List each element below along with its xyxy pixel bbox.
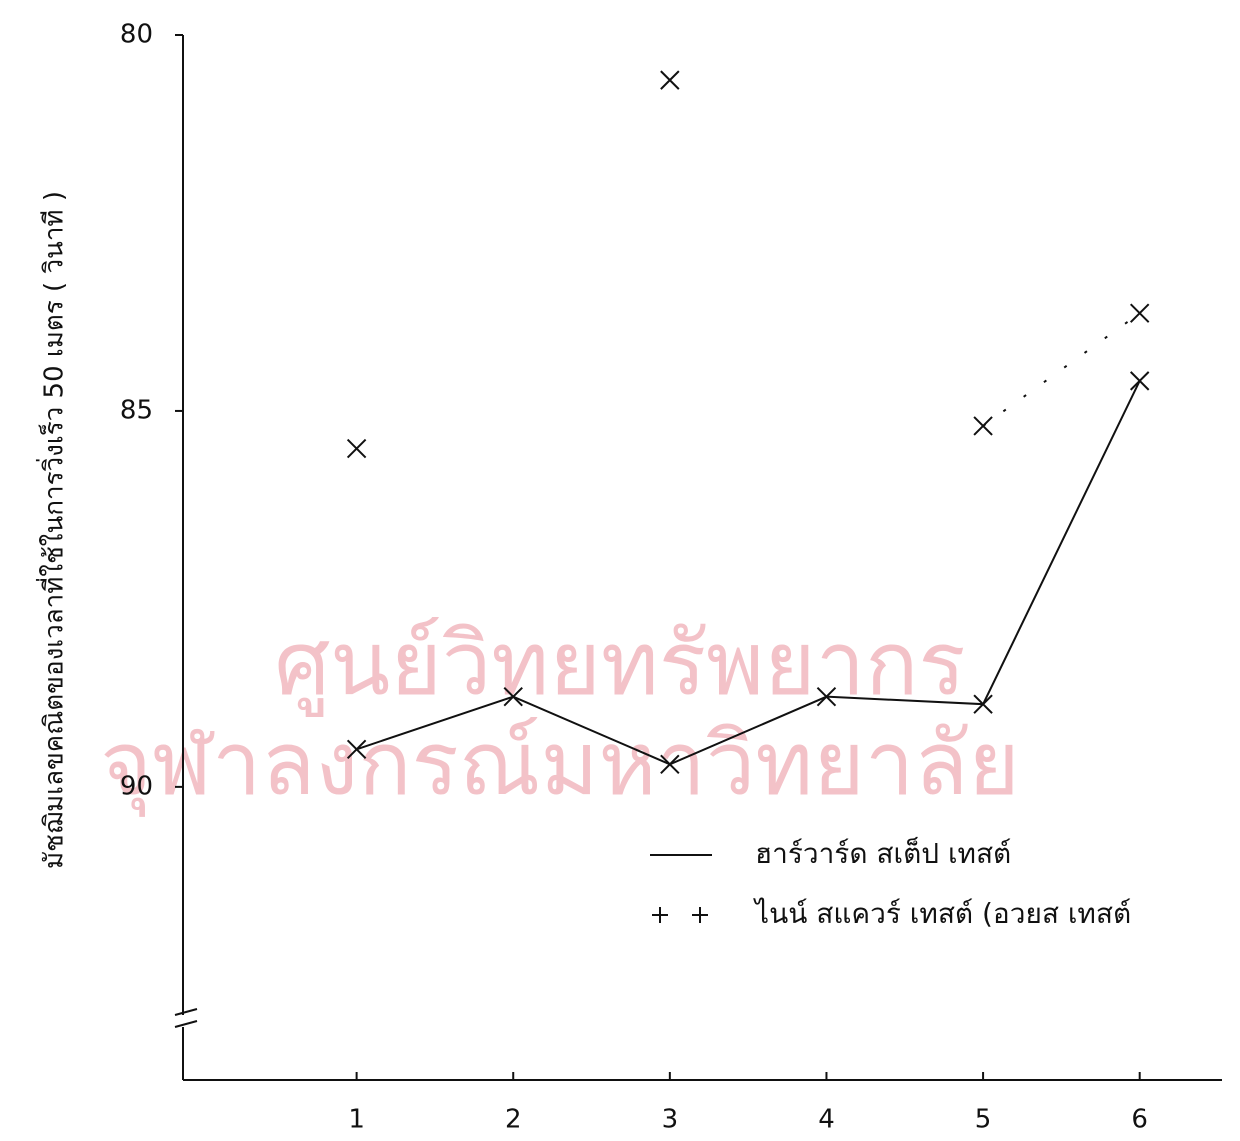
chart: ศูนย์วิทยทรัพยากร จุฬาลงกรณ์มหาวิทยาลัย … bbox=[0, 0, 1240, 1141]
watermark-text: จุฬาลงกรณ์มหาวิทยาลัย bbox=[100, 712, 1020, 817]
watermark-text: ศูนย์วิทยทรัพยากร bbox=[274, 612, 965, 717]
point-marker bbox=[661, 71, 679, 89]
watermark: ศูนย์วิทยทรัพยากร จุฬาลงกรณ์มหาวิทยาลัย bbox=[100, 612, 1020, 817]
axis-break bbox=[175, 1021, 197, 1027]
y-tick-label: 80 bbox=[120, 20, 153, 50]
x-tick-label: 6 bbox=[1131, 1105, 1148, 1135]
point-marker bbox=[974, 417, 992, 435]
legend-swatch bbox=[692, 907, 708, 923]
y-axis-label: มัชฌิมเลขคณิตของเวลาที่ใช้ในการวิ่งเร็ว … bbox=[36, 191, 70, 869]
x-tick-label: 3 bbox=[662, 1105, 679, 1135]
series-line bbox=[983, 313, 1140, 426]
x-tick-label: 4 bbox=[818, 1105, 835, 1135]
legend-label: ไนน์ สแควร์ เทสต์ (อวยส เทสต์ bbox=[753, 897, 1131, 930]
point-marker bbox=[1131, 304, 1149, 322]
point-marker bbox=[1131, 372, 1149, 390]
legend-swatch bbox=[652, 907, 668, 923]
x-tick-label: 1 bbox=[348, 1105, 365, 1135]
legend-label: ฮาร์วาร์ด สเต็ป เทสต์ bbox=[755, 836, 1011, 870]
y-tick-label: 90 bbox=[120, 771, 153, 801]
axis-break bbox=[175, 1009, 197, 1015]
x-tick-label: 2 bbox=[505, 1105, 522, 1135]
point-marker bbox=[348, 440, 366, 458]
x-tick-label: 5 bbox=[975, 1105, 992, 1135]
y-tick-label: 85 bbox=[120, 395, 153, 425]
